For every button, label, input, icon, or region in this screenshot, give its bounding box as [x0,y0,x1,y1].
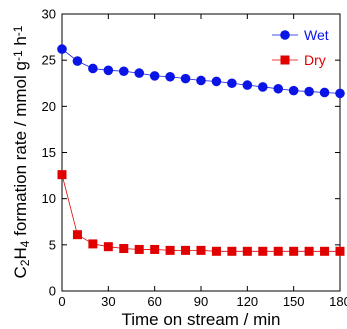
y-axis-label-part: C [11,266,30,278]
data-point-dry [103,242,113,252]
data-point-wet [273,83,284,94]
y-axis-label: C2H4 formation rate / mmol g-1 h-1 [11,25,32,278]
data-point-wet [257,82,268,92]
data-point-dry [335,246,345,256]
y-tick-label: 10 [42,191,56,206]
data-point-dry [258,246,268,256]
data-point-dry [119,244,129,254]
data-series [57,44,345,256]
y-tick-label: 25 [42,53,56,68]
data-point-dry [289,246,299,256]
data-point-dry [320,246,330,256]
data-point-wet [335,88,345,99]
data-point-dry [181,245,191,255]
data-point-dry [88,239,98,249]
data-point-wet [242,80,253,90]
data-point-wet [304,86,314,97]
data-point-wet [118,66,129,77]
data-point-dry [227,246,237,256]
x-tick-label: 30 [101,294,115,309]
x-axis-label: Time on stream / min [121,310,280,329]
data-point-wet [72,56,83,66]
legend: Wet Dry [272,27,329,68]
y-axis-label-part: formation rate / mmol g [11,61,30,241]
y-tick-label: 15 [42,145,56,160]
x-tick-label: 90 [194,294,208,309]
x-tick-label: 0 [58,294,65,309]
y-axis-label-part: -1 [11,25,25,36]
y-axis-label-part: -1 [11,50,25,61]
data-point-wet [211,76,222,87]
data-point-dry [134,244,144,254]
data-point-wet [165,71,175,82]
data-point-dry [273,246,283,256]
data-point-dry [150,244,160,254]
data-point-dry [165,245,175,255]
legend-label-wet: Wet [304,27,329,43]
x-tick-label: 180 [329,294,347,309]
y-axis-label-part: h [11,36,30,50]
x-tick-label: 120 [236,294,258,309]
y-tick-label: 5 [49,237,56,252]
y-axis-label-part: 4 [18,240,32,247]
data-point-dry [72,230,82,240]
axis-ticks: 0 30 60 90 120 150 180 0 5 10 15 20 25 30 [42,7,347,310]
data-point-dry [196,245,206,255]
y-tick-label: 20 [42,99,56,114]
data-point-wet [88,63,98,74]
data-point-wet [103,65,114,76]
x-tick-label: 60 [147,294,161,309]
y-tick-label: 0 [49,284,56,299]
data-point-wet [319,87,330,98]
legend-marker-dry [280,55,290,65]
data-point-dry [242,246,252,256]
data-point-wet [57,44,67,54]
series-line-dry [61,174,340,252]
data-point-wet [180,73,191,84]
y-axis-label-part: H [11,247,30,259]
data-point-wet [134,68,145,78]
y-axis-label-part: 2 [18,259,32,266]
legend-label-dry: Dry [304,52,326,68]
legend-marker-wet [280,30,290,40]
data-point-wet [288,85,299,96]
data-point-wet [227,78,237,89]
data-point-wet [196,75,206,86]
x-tick-label: 150 [283,294,305,309]
data-point-wet [149,71,160,81]
y-tick-label: 30 [42,7,56,22]
data-point-dry [304,246,314,256]
data-point-dry [57,170,67,180]
data-point-dry [211,246,221,256]
